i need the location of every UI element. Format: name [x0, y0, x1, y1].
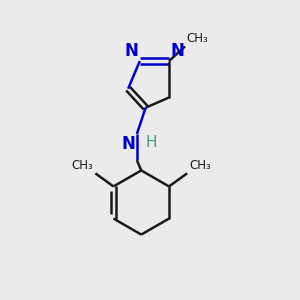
Text: CH₃: CH₃: [187, 32, 208, 45]
Text: N: N: [170, 42, 184, 60]
Text: N: N: [122, 134, 136, 152]
Text: N: N: [124, 42, 138, 60]
Text: H: H: [145, 135, 157, 150]
Text: CH₃: CH₃: [72, 159, 93, 172]
Text: CH₃: CH₃: [189, 159, 211, 172]
